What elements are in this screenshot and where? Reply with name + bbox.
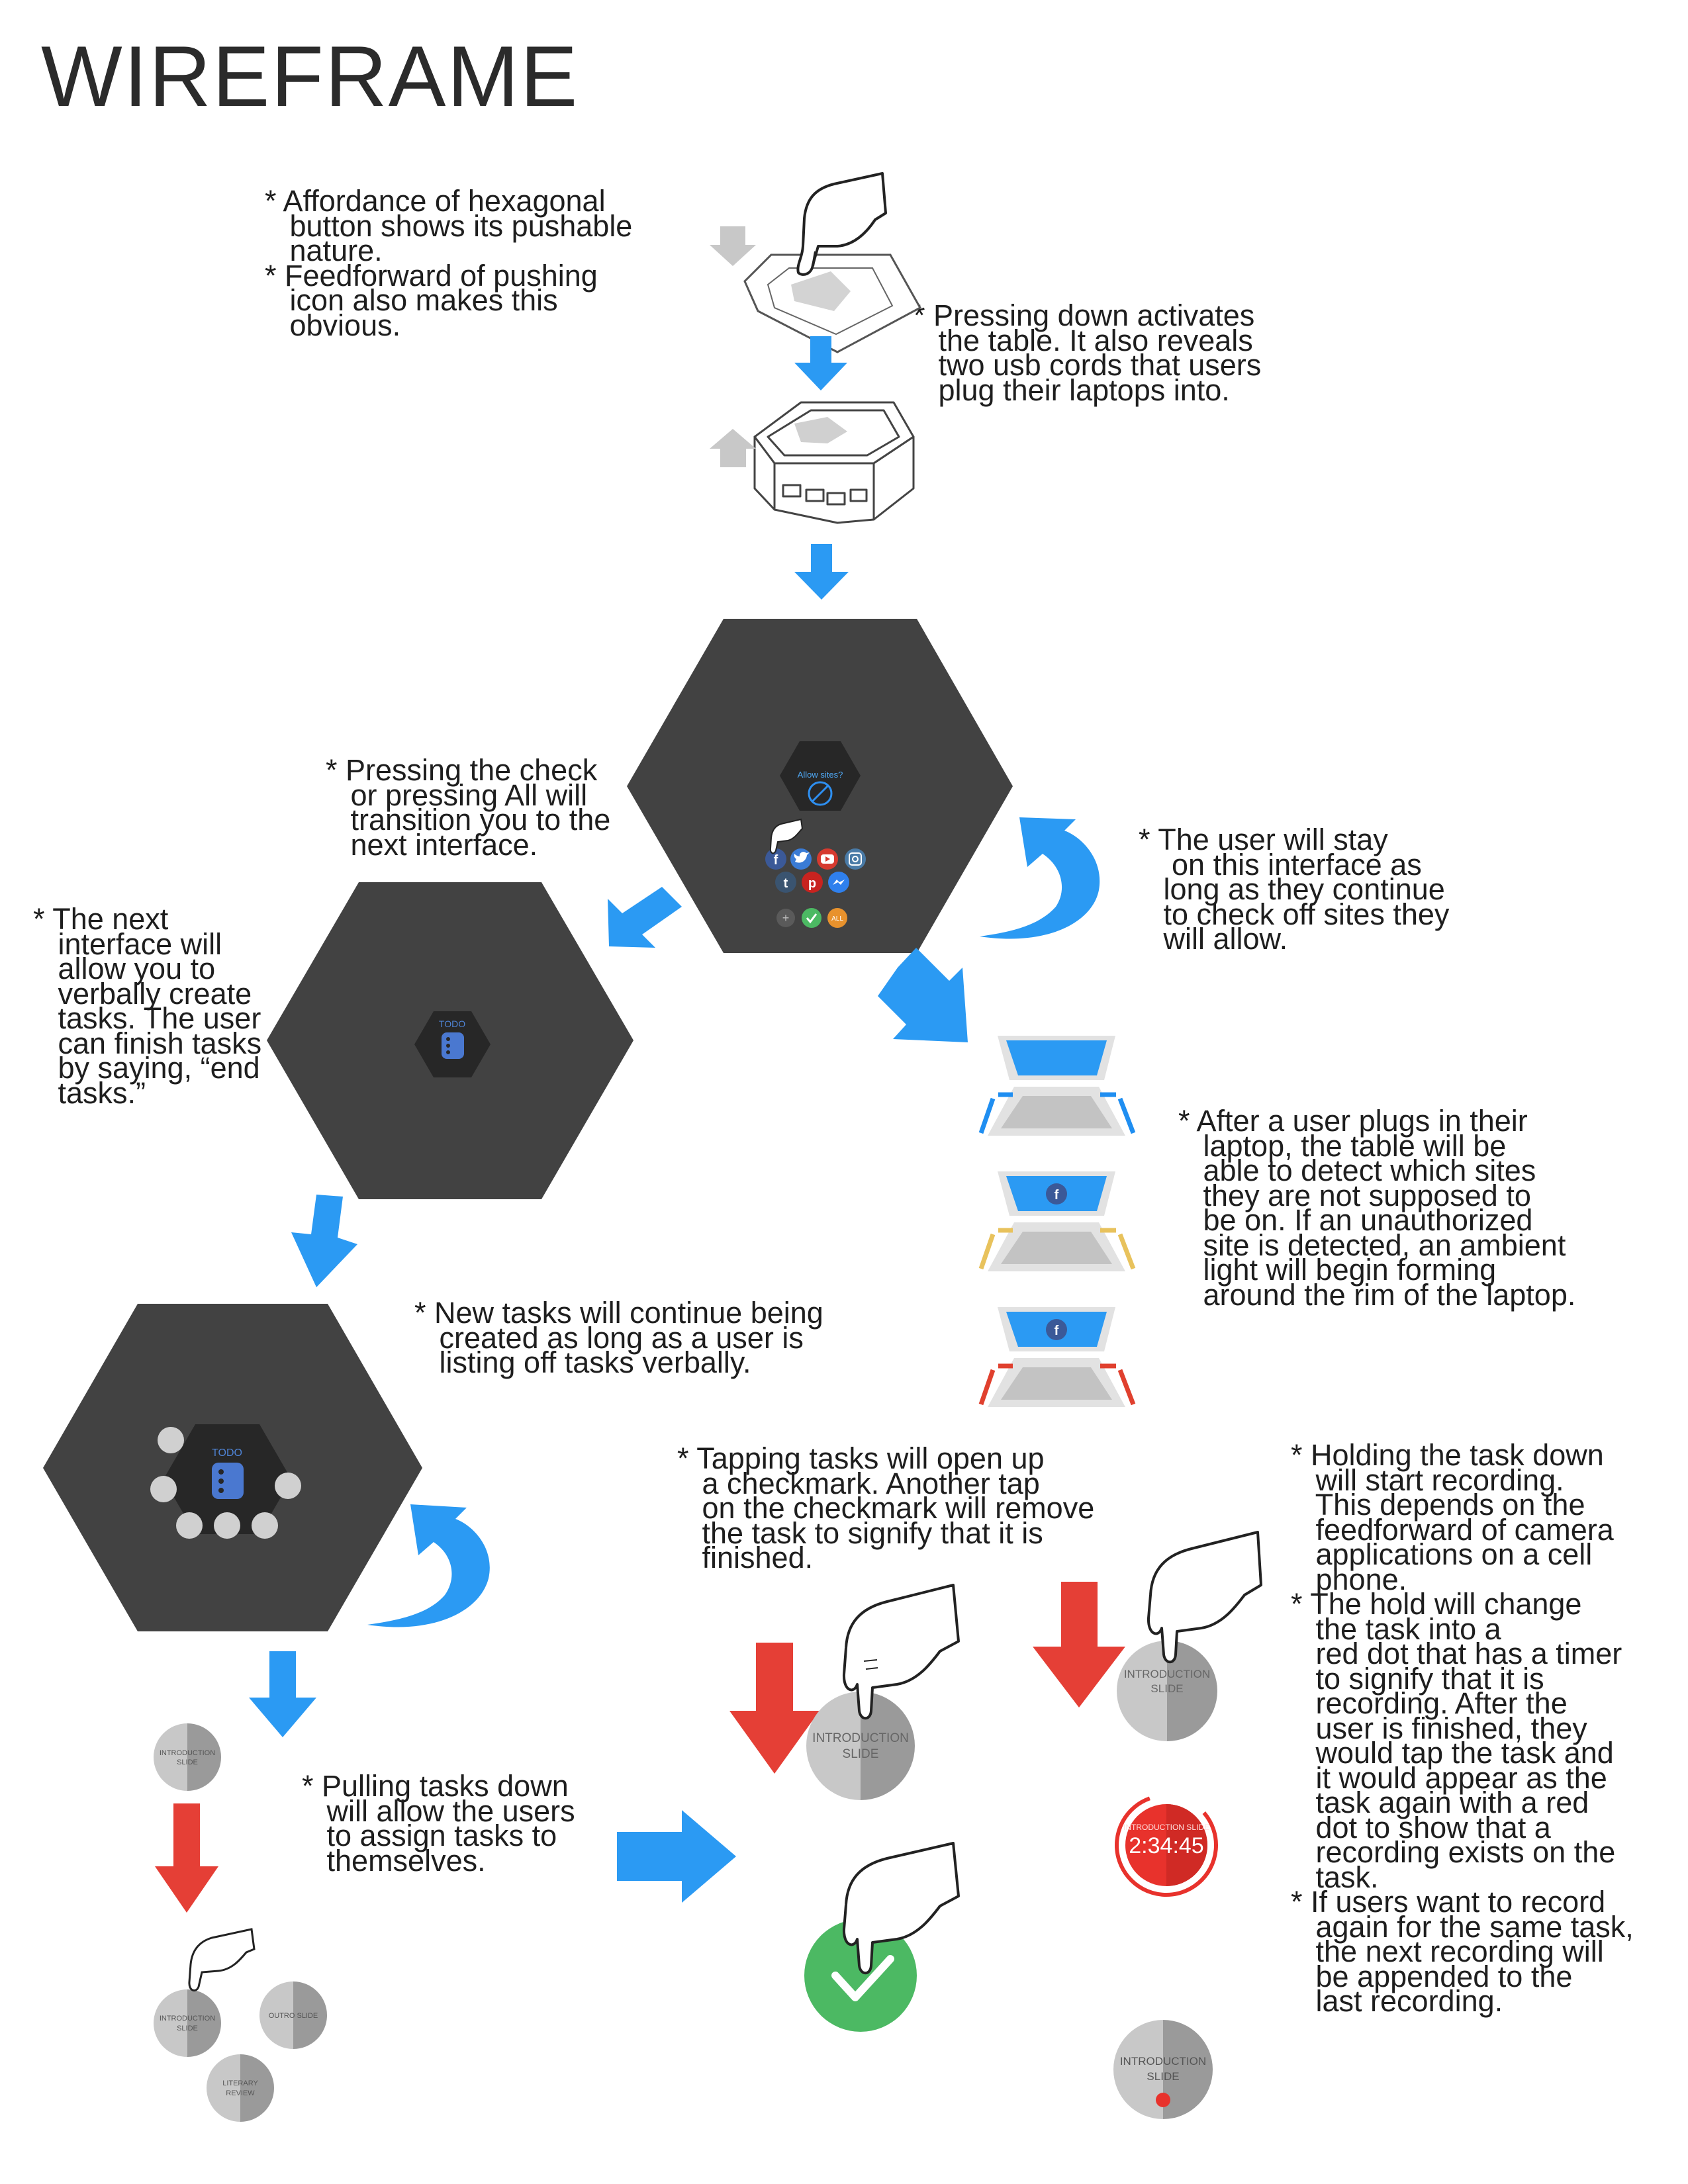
svg-text:SLIDE: SLIDE <box>177 1758 198 1766</box>
svg-text:INTRODUCTION: INTRODUCTION <box>160 2015 215 2023</box>
hand-pointer-pull <box>188 1928 256 1992</box>
facebook-icon[interactable]: f <box>765 848 786 870</box>
task-outro[interactable]: OUTRO SLIDE <box>258 1979 328 2052</box>
facebook-icon: f <box>1046 1183 1067 1205</box>
task-intro-recorded[interactable]: INTRODUCTION SLIDE <box>1113 2019 1213 2124</box>
loop-arrow-2 <box>367 1504 490 1627</box>
note-holding: * Holding the task down will start recor… <box>1291 1438 1634 2018</box>
pushable-hex-button <box>743 253 922 353</box>
recording-dot <box>1156 2093 1170 2107</box>
todo-label: TODO <box>439 1019 465 1029</box>
task-intro-top[interactable]: INTRODUCTION SLIDE <box>152 1721 222 1794</box>
recording-timer[interactable]: INTRODUCTION SLIDE 2:34:45 <box>1096 1775 1236 1915</box>
twitter-icon[interactable] <box>790 848 812 870</box>
note-pressing-check: * Pressing the check or pressing All wil… <box>326 753 611 862</box>
svg-text:LITERARY: LITERARY <box>222 2079 258 2087</box>
recording-timer-text: 2:34:45 <box>1129 1833 1203 1858</box>
usb-table <box>753 401 915 524</box>
blue-arrow-to-todo <box>608 887 682 948</box>
red-arrow-down-tap <box>729 1643 820 1774</box>
svg-text:+: + <box>782 911 790 925</box>
todo-list-icon[interactable] <box>212 1463 244 1499</box>
blue-arrow-down-3 <box>249 1651 316 1737</box>
hand-pointer-small <box>769 818 804 854</box>
todo-screen-tasks: TODO <box>43 1304 422 1631</box>
red-arrow-down-hold <box>1033 1582 1125 1707</box>
svg-text:INTRODUCTION: INTRODUCTION <box>1120 2055 1206 2068</box>
svg-text:INTRODUCTION: INTRODUCTION <box>160 1749 215 1757</box>
svg-text:REVIEW: REVIEW <box>226 2089 255 2097</box>
svg-text:INTRODUCTION: INTRODUCTION <box>1124 1668 1210 1680</box>
task-bubble[interactable] <box>214 1512 240 1539</box>
svg-text:SLIDE: SLIDE <box>1150 1682 1183 1695</box>
note-plugs-in: * After a user plugs in their laptop, th… <box>1178 1104 1576 1312</box>
svg-text:f: f <box>1055 1188 1059 1203</box>
laptop-yellow: f <box>978 1171 1136 1271</box>
block-icon[interactable] <box>808 781 833 806</box>
svg-text:t: t <box>784 876 788 891</box>
task-bubble[interactable] <box>275 1473 301 1499</box>
task-bubble[interactable] <box>150 1476 177 1502</box>
instagram-icon[interactable] <box>845 848 866 870</box>
note-pressing-down: * Pressing down activates the table. It … <box>914 298 1262 407</box>
allow-sites-screen: Allow sites? f t p + ALL <box>627 619 1013 953</box>
pinterest-icon[interactable]: p <box>802 872 823 893</box>
check-icon[interactable] <box>802 908 821 928</box>
gray-arrow-up <box>710 429 756 467</box>
blue-arrow-to-laptop <box>878 948 968 1042</box>
svg-text:OUTRO SLIDE: OUTRO SLIDE <box>269 2012 318 2020</box>
loop-arrow-1 <box>980 817 1100 939</box>
note-affordance: * Affordance of hexagonal button shows i… <box>265 184 633 342</box>
note-user-stay: * The user will stay on this interface a… <box>1139 823 1450 956</box>
blue-arrow-down-1 <box>794 336 847 390</box>
blue-arrow-right <box>617 1810 736 1903</box>
messenger-icon[interactable] <box>828 872 849 893</box>
task-intro-bottom[interactable]: INTRODUCTION SLIDE <box>152 1985 222 2058</box>
svg-text:ALL: ALL <box>831 915 843 923</box>
note-tapping: * Tapping tasks will open up a checkmark… <box>677 1441 1095 1574</box>
allow-sites-prompt: Allow sites? <box>798 770 843 780</box>
todo-screen-small: TODO <box>267 882 633 1199</box>
svg-text:SLIDE: SLIDE <box>843 1747 879 1761</box>
all-button[interactable]: ALL <box>827 908 847 928</box>
task-literary[interactable]: LITERARY REVIEW <box>205 2052 275 2124</box>
hand-pointer-check <box>842 1842 960 1975</box>
red-arrow-down-1 <box>155 1803 218 1913</box>
task-bubble[interactable] <box>176 1512 203 1539</box>
check-circle[interactable] <box>804 1919 917 2032</box>
laptop-blue <box>978 1036 1136 1136</box>
svg-text:SLIDE: SLIDE <box>1147 2070 1179 2083</box>
hand-pointer-tap <box>842 1584 960 1720</box>
note-pulling: * Pulling tasks down will allow the user… <box>302 1769 575 1878</box>
blue-arrow-down-2 <box>794 544 849 600</box>
svg-text:f: f <box>1055 1324 1059 1338</box>
task-bubble[interactable] <box>158 1427 184 1453</box>
hand-pointer-hold <box>1147 1531 1262 1664</box>
laptop-red: f <box>978 1307 1136 1407</box>
add-icon[interactable]: + <box>776 909 795 927</box>
blue-arrow-to-tasks <box>291 1195 357 1287</box>
gray-arrow-down <box>710 226 756 266</box>
svg-text:p: p <box>808 876 816 891</box>
note-new-tasks: * New tasks will continue being created … <box>414 1296 823 1379</box>
svg-text:f: f <box>774 853 778 868</box>
hand-pointer-top <box>796 172 887 276</box>
page-title: WIREFRAME <box>41 28 579 124</box>
svg-text:SLIDE: SLIDE <box>177 2025 198 2032</box>
note-next-interface: * The next interface will allow you to v… <box>33 902 262 1110</box>
task-bubble[interactable] <box>252 1512 278 1539</box>
recording-label: INTRODUCTION SLIDE <box>1123 1823 1209 1832</box>
svg-text:INTRODUCTION: INTRODUCTION <box>812 1731 909 1745</box>
todo-list-icon[interactable] <box>442 1032 464 1059</box>
facebook-icon: f <box>1046 1319 1067 1340</box>
tumblr-icon[interactable]: t <box>775 872 796 893</box>
todo-label-large: TODO <box>212 1447 242 1459</box>
youtube-icon[interactable] <box>817 848 838 870</box>
